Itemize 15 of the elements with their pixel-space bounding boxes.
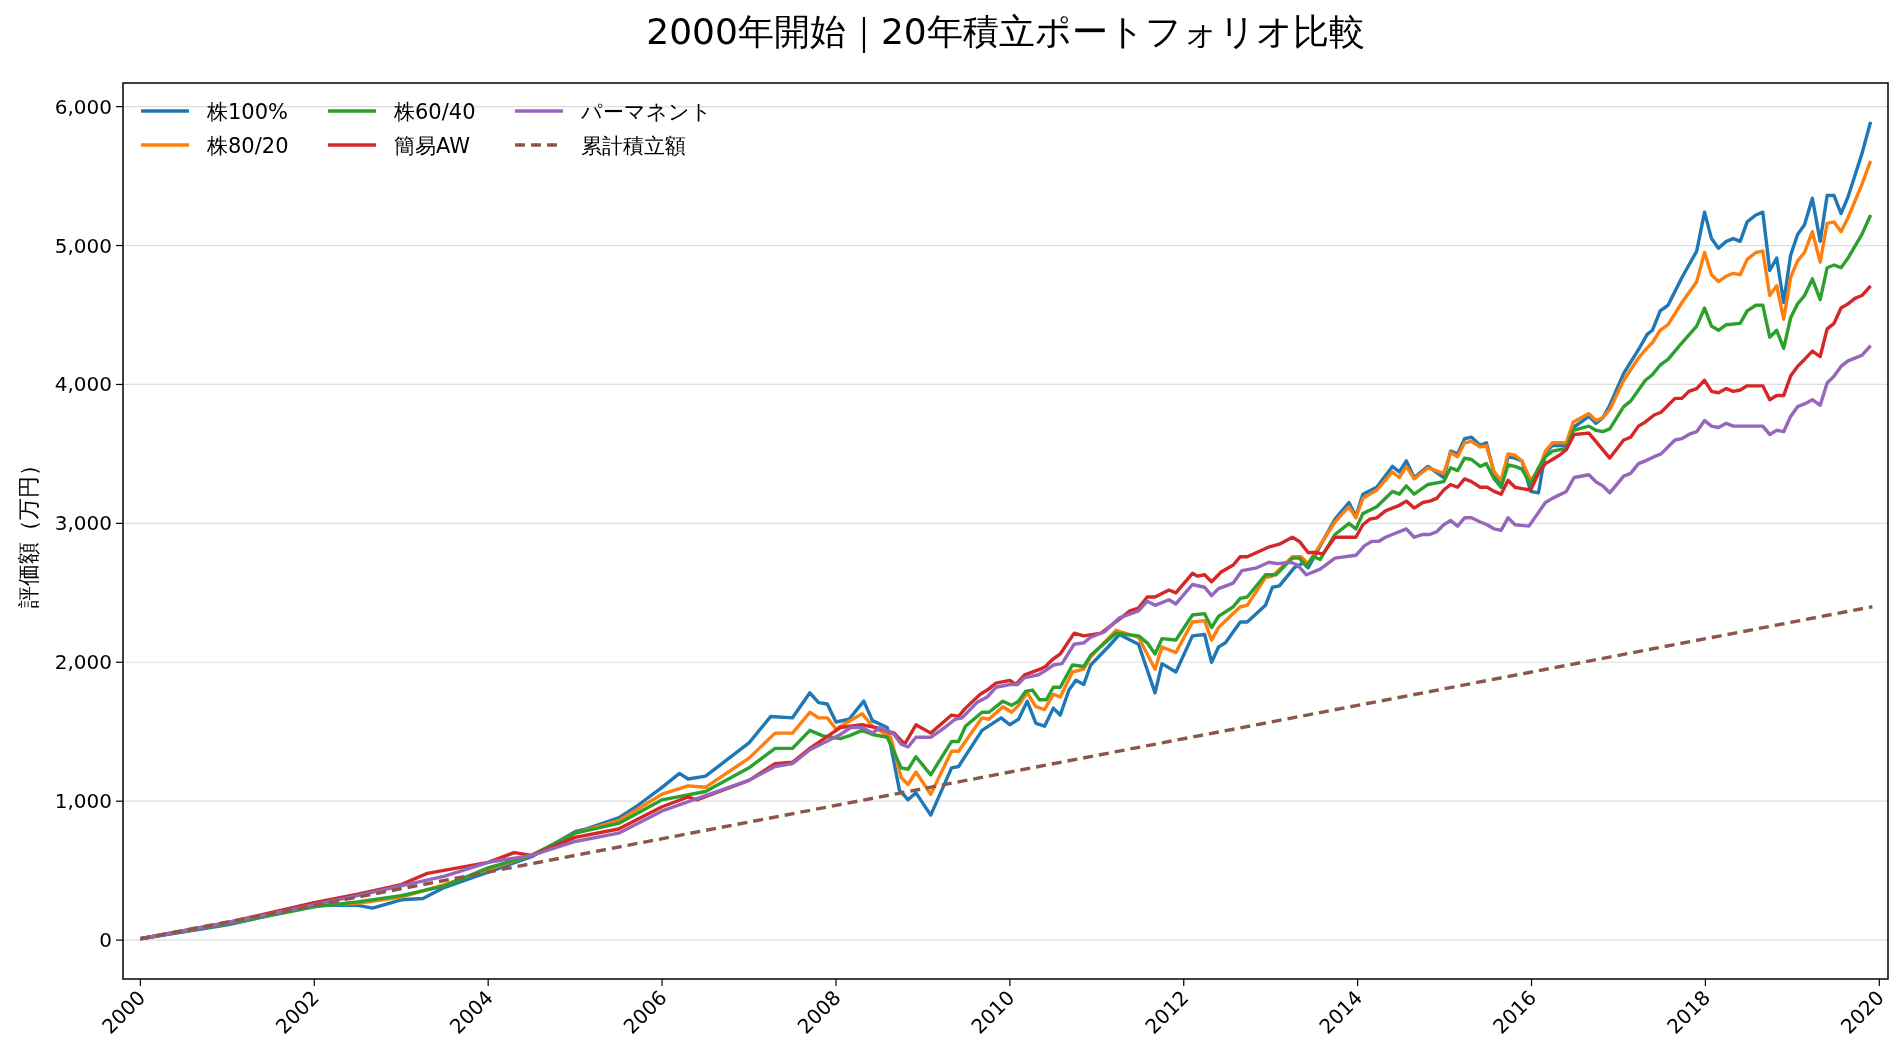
legend-label: 株60/40 bbox=[393, 100, 476, 124]
chart-title: 2000年開始｜20年積立ポートフォリオ比較 bbox=[646, 11, 1365, 53]
y-tick-label: 4,000 bbox=[54, 372, 112, 397]
y-tick-label: 2,000 bbox=[54, 650, 112, 675]
y-axis-title: 評価額（万円） bbox=[16, 454, 41, 608]
y-tick-label: 6,000 bbox=[54, 94, 112, 119]
legend-label: 簡易AW bbox=[394, 134, 471, 158]
legend-label: 株80/20 bbox=[206, 134, 289, 158]
legend-label: 株100% bbox=[206, 100, 289, 124]
y-tick-label: 3,000 bbox=[54, 511, 112, 536]
legend-label: 累計積立額 bbox=[581, 134, 686, 158]
y-tick-label: 5,000 bbox=[54, 233, 112, 258]
y-tick-label: 0 bbox=[99, 928, 112, 953]
y-tick-label: 1,000 bbox=[54, 789, 112, 814]
legend-label: パーマネント bbox=[580, 100, 712, 124]
